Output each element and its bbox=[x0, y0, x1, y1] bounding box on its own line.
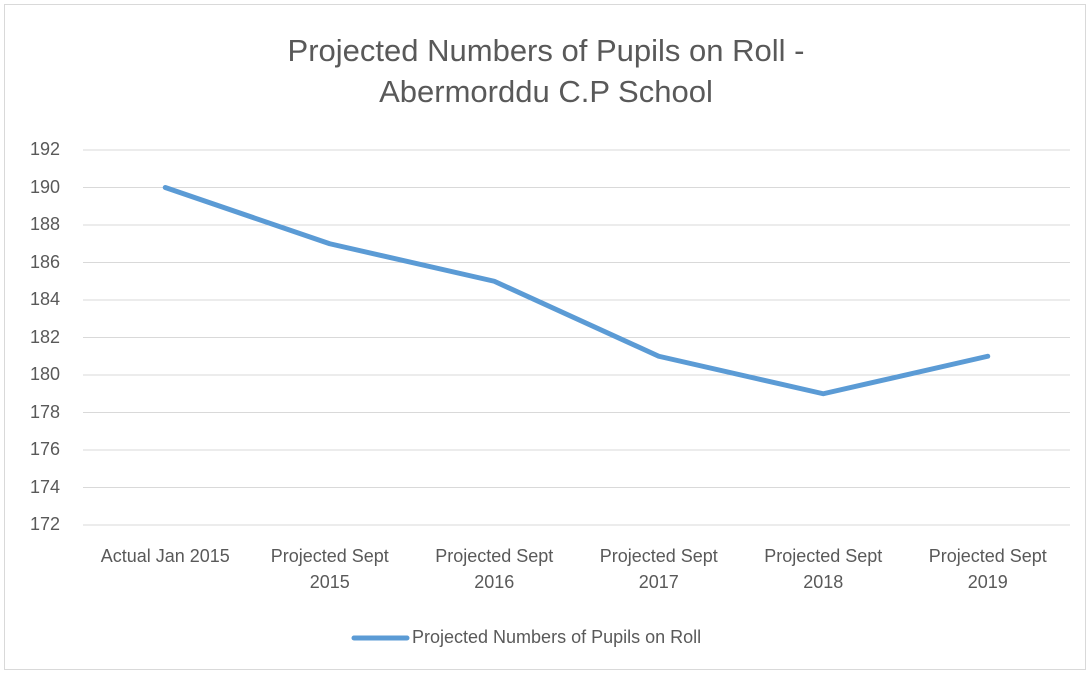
y-tick-label: 180 bbox=[29, 364, 60, 384]
y-tick-label: 178 bbox=[29, 401, 60, 422]
data-line bbox=[162, 185, 991, 397]
y-tick-label: 186 bbox=[29, 251, 60, 272]
x-tick-label: Actual Jan 2015 bbox=[100, 546, 230, 566]
y-tick-label: 174 bbox=[29, 476, 60, 497]
y-tick-label: 172 bbox=[29, 514, 60, 534]
y-tick-label: 182 bbox=[29, 326, 60, 347]
y-tick-label: 190 bbox=[29, 176, 60, 197]
y-tick-label: 188 bbox=[29, 214, 60, 234]
x-tick-label: Projected Sept 2015 bbox=[270, 546, 389, 592]
y-tick-label: 176 bbox=[29, 439, 60, 459]
chart-border bbox=[4, 4, 1086, 670]
y-tick-label: 184 bbox=[29, 289, 60, 309]
legend-label: Projected Numbers of Pupils on Roll bbox=[412, 627, 702, 647]
x-tick-label: Projected Sept 2016 bbox=[435, 546, 554, 592]
x-tick-label: Projected Sept 2018 bbox=[764, 546, 883, 592]
y-tick-label: 192 bbox=[29, 139, 60, 159]
chart-title: Projected Numbers of Pupils on Roll - Ab… bbox=[287, 33, 805, 109]
x-tick-label: Projected Sept 2019 bbox=[928, 546, 1047, 592]
x-tick-label: Projected Sept 2017 bbox=[599, 546, 718, 592]
